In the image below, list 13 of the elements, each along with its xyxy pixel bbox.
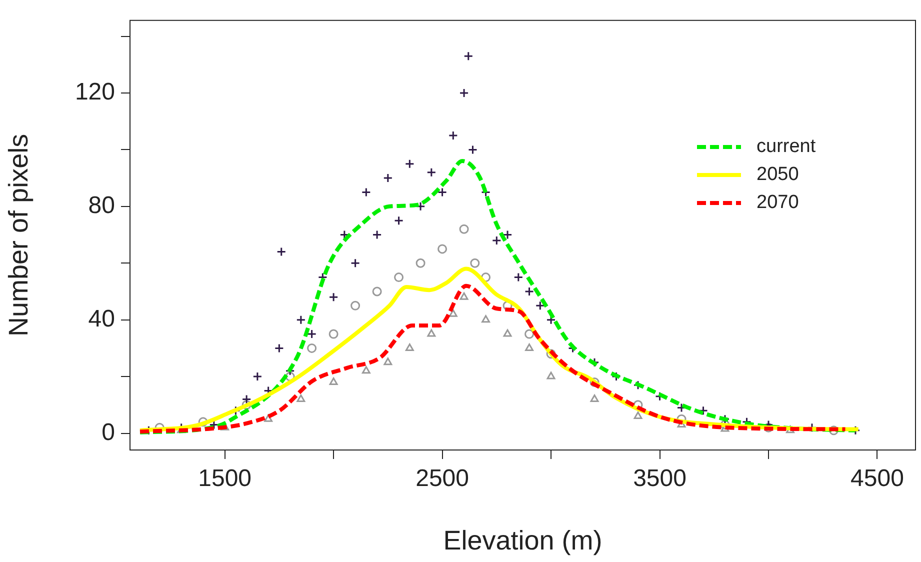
legend-label: current bbox=[756, 135, 816, 160]
x-axis-title: Elevation (m) bbox=[443, 525, 602, 556]
y-tick-label: 0 bbox=[102, 418, 115, 446]
x-tick-label: 4500 bbox=[850, 465, 904, 492]
y-tick-label: 120 bbox=[74, 78, 115, 106]
legend-label: 2050 bbox=[756, 163, 799, 188]
legend-label: 2070 bbox=[756, 191, 799, 216]
y-tick-label: 40 bbox=[88, 305, 115, 332]
x-tick-label: 2500 bbox=[416, 465, 469, 492]
x-tick-label: 3500 bbox=[633, 465, 686, 492]
x-tick-label: 1500 bbox=[198, 465, 252, 492]
y-tick-label: 80 bbox=[88, 192, 115, 220]
y-axis-title: Number of pixels bbox=[4, 134, 34, 336]
